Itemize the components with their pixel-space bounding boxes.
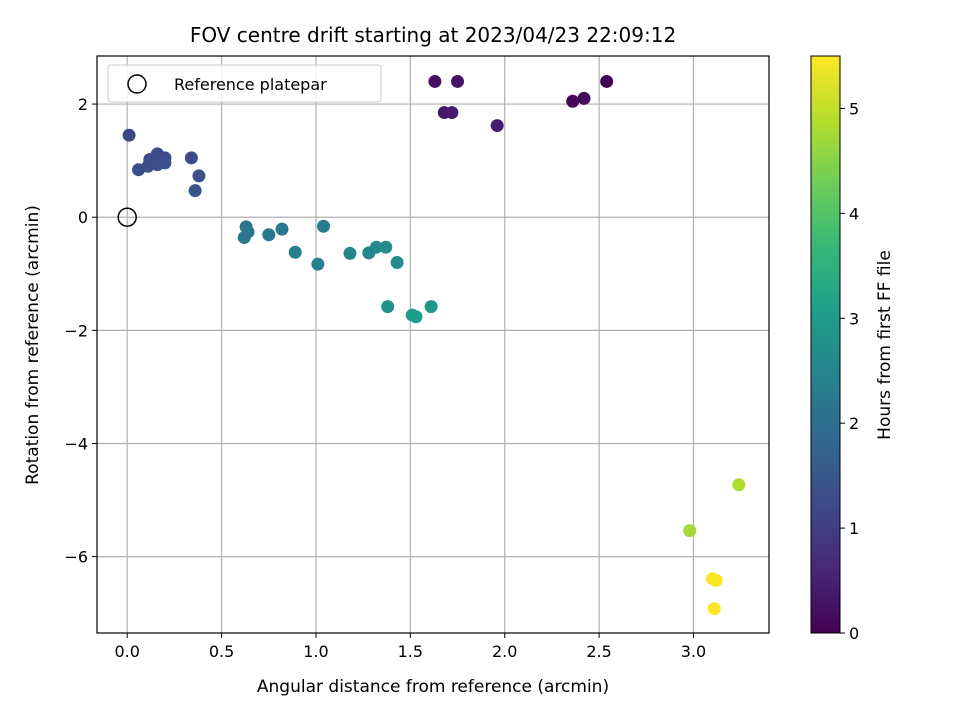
data-point	[288, 245, 302, 259]
data-points	[117, 74, 746, 616]
data-point	[709, 573, 723, 587]
colorbar-ticks: 0 1 2 3 4 5	[840, 99, 859, 643]
data-point	[707, 602, 721, 616]
data-point	[158, 156, 172, 170]
data-point	[683, 524, 697, 538]
data-point	[275, 222, 289, 236]
data-point	[566, 94, 580, 108]
x-axis-ticks: 0.0 0.5 1.0 1.5 2.0 2.5 3.0	[114, 633, 706, 661]
x-tick-label: 3.0	[681, 642, 706, 661]
y-axis-label: Rotation from reference (arcmin)	[23, 205, 43, 485]
data-point	[577, 91, 591, 105]
y-tick-label: 0	[78, 208, 88, 227]
colorbar-label: Hours from first FF file	[875, 250, 895, 440]
data-point	[409, 310, 423, 324]
data-point	[237, 231, 251, 245]
grid	[97, 56, 769, 633]
data-point	[311, 257, 325, 271]
plot-frame	[96, 55, 770, 634]
colorbar-tick-label: 0	[849, 624, 859, 643]
colorbar: 0 1 2 3 4 5 Hours from first FF file	[810, 55, 895, 643]
x-tick-label: 1.0	[303, 642, 328, 661]
y-tick-label: −6	[64, 548, 88, 567]
y-tick-label: −2	[64, 321, 88, 340]
data-point	[262, 228, 276, 242]
data-point	[379, 240, 393, 254]
data-point	[122, 128, 136, 142]
legend-entry-reference: Reference platepar	[174, 75, 327, 94]
colorbar-tick-label: 5	[849, 99, 859, 118]
data-point	[600, 74, 614, 88]
data-point	[317, 219, 331, 233]
data-point	[424, 300, 438, 314]
data-point	[451, 74, 465, 88]
y-axis-ticks: 2 0 −2 −4 −6	[64, 95, 97, 567]
legend-marker-reference	[127, 74, 147, 94]
x-tick-label: 0.5	[209, 642, 234, 661]
x-tick-label: 1.5	[398, 642, 423, 661]
colorbar-tick-label: 1	[849, 519, 859, 538]
data-point	[390, 255, 404, 269]
data-point	[188, 184, 202, 198]
data-point	[732, 478, 746, 492]
data-point	[381, 300, 395, 314]
data-point	[428, 74, 442, 88]
data-point	[343, 246, 357, 260]
colorbar-tick-label: 4	[849, 204, 859, 223]
y-tick-label: −4	[64, 434, 88, 453]
data-point	[184, 151, 198, 165]
legend-box	[107, 64, 382, 103]
x-tick-label: 2.5	[586, 642, 611, 661]
reference-platepar-marker	[117, 207, 137, 227]
x-tick-label: 0.0	[114, 642, 139, 661]
data-point	[445, 106, 459, 120]
colorbar-tick-label: 2	[849, 414, 859, 433]
data-point	[369, 240, 383, 254]
x-tick-label: 2.0	[492, 642, 517, 661]
x-axis-label: Angular distance from reference (arcmin)	[257, 677, 609, 697]
colorbar-tick-label: 3	[849, 309, 859, 328]
colorbar-bar	[810, 55, 841, 634]
data-point	[192, 169, 206, 183]
chart-title: FOV centre drift starting at 2023/04/23 …	[190, 23, 676, 47]
legend: Reference platepar	[107, 64, 382, 103]
data-point	[490, 119, 504, 133]
y-tick-label: 2	[78, 95, 88, 114]
